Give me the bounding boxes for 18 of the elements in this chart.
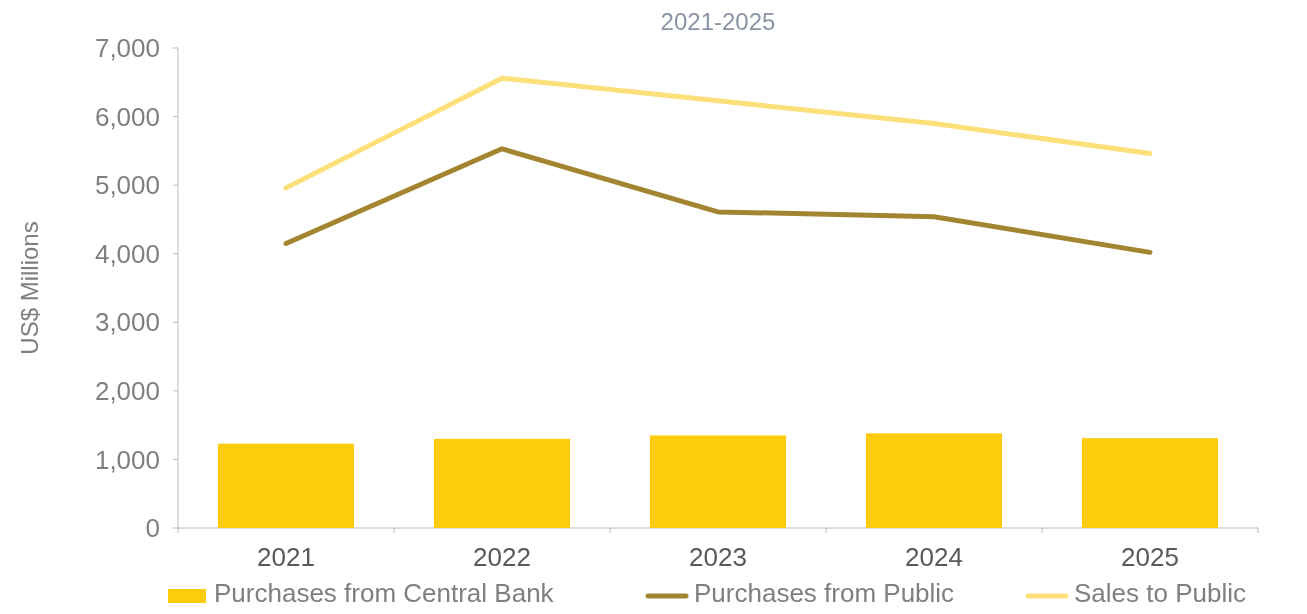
y-tick-label: 2,000 <box>94 375 160 406</box>
x-tick-label: 2024 <box>905 542 963 572</box>
y-tick-label: 7,000 <box>94 33 160 64</box>
legend-label: Purchases from Central Bank <box>214 578 555 608</box>
x-tick-label: 2025 <box>1121 542 1179 572</box>
legend-label: Sales to Public <box>1074 578 1246 608</box>
y-tick-label: 3,000 <box>94 307 160 338</box>
x-tick-label: 2022 <box>473 542 531 572</box>
legend-label: Purchases from Public <box>694 578 955 608</box>
x-tick-label: 2023 <box>689 542 747 572</box>
y-tick-label: 0 <box>145 513 160 544</box>
y-tick-label: 6,000 <box>94 101 160 132</box>
y-tick-label: 4,000 <box>94 238 160 269</box>
x-tick-label: 2021 <box>257 542 315 572</box>
y-tick-label: 1,000 <box>94 444 160 475</box>
chart-title: 2021-2025 <box>660 8 776 35</box>
y-tick-label: 5,000 <box>94 170 160 201</box>
y-axis-title: US$ Millions <box>16 221 43 355</box>
